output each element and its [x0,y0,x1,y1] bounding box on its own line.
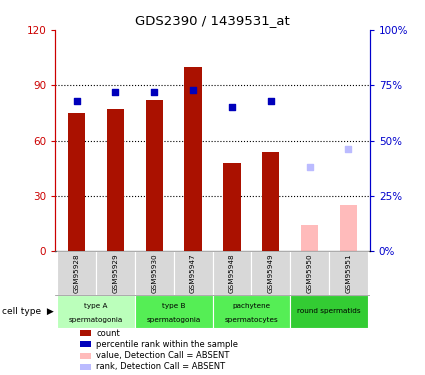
Bar [174,251,212,295]
Text: spermatocytes: spermatocytes [224,316,278,322]
Title: GDS2390 / 1439531_at: GDS2390 / 1439531_at [135,15,290,27]
Bar [290,251,329,295]
Bar [80,330,91,336]
Point [151,89,158,95]
Bar [80,364,91,370]
Text: GSM95928: GSM95928 [74,253,79,293]
Bar [223,163,241,251]
Bar [135,251,174,295]
Text: GSM95947: GSM95947 [190,253,196,293]
Bar [251,251,290,295]
Text: spermatogonia: spermatogonia [147,316,201,322]
Text: type B: type B [162,303,185,309]
Text: spermatogonia: spermatogonia [69,316,123,322]
Text: type A: type A [84,303,108,309]
Text: rank, Detection Call = ABSENT: rank, Detection Call = ABSENT [96,362,225,371]
Bar [107,109,124,251]
Text: round spermatids: round spermatids [297,308,361,314]
Point [229,104,235,110]
Text: GSM95949: GSM95949 [268,253,274,293]
Text: GSM95948: GSM95948 [229,253,235,293]
Bar [145,100,163,251]
Bar [135,295,212,328]
Point [306,164,313,170]
Text: GSM95950: GSM95950 [306,253,312,293]
Text: pachytene: pachytene [232,303,270,309]
Bar [57,251,96,295]
Text: cell type  ▶: cell type ▶ [2,307,54,316]
Bar [212,295,290,328]
Point [190,87,196,93]
Point [73,98,80,104]
Bar [184,67,202,251]
Point [112,89,119,95]
Bar [80,352,91,358]
Text: count: count [96,328,120,338]
Bar [68,113,85,251]
Point [267,98,274,104]
Bar [329,251,368,295]
Bar [340,205,357,251]
Text: GSM95951: GSM95951 [346,253,351,293]
Bar [57,295,135,328]
Text: GSM95930: GSM95930 [151,253,157,293]
Bar [212,251,251,295]
Bar [301,225,318,251]
Text: GSM95929: GSM95929 [113,253,119,293]
Bar [96,251,135,295]
Text: percentile rank within the sample: percentile rank within the sample [96,340,238,349]
Bar [80,341,91,347]
Text: value, Detection Call = ABSENT: value, Detection Call = ABSENT [96,351,230,360]
Point [345,146,352,152]
Bar [290,295,368,328]
Bar [262,152,280,251]
